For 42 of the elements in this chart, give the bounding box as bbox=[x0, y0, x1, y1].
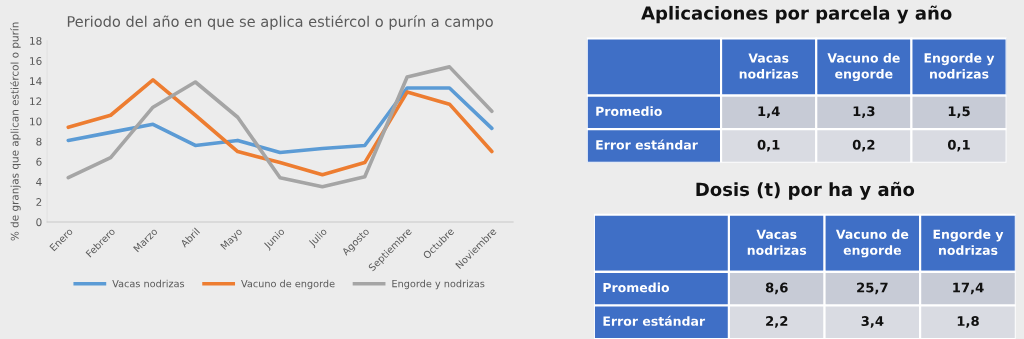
category-label: Engorde y nodrizas bbox=[933, 229, 1004, 255]
y-axis-title: % de granjas que aplican estiércol o purín bbox=[10, 22, 21, 241]
text: Aplicaciones por parcela y año bbox=[641, 5, 952, 24]
text: 1,4 bbox=[758, 106, 780, 118]
y-tick-label: 4 bbox=[36, 178, 42, 186]
text: 17,4 bbox=[953, 282, 984, 295]
y-tick-label: 6 bbox=[36, 157, 42, 166]
text: 0,1 bbox=[947, 139, 970, 152]
category-label: Engorde y nodrizas bbox=[924, 52, 995, 79]
chart-title: Periodo del año en que se aplica estiércol o purín a campo bbox=[67, 15, 493, 30]
category-label: Vacuno de engorde bbox=[835, 229, 909, 258]
category-label: Promedio bbox=[596, 106, 662, 117]
category-label: Vacas nodrizas bbox=[739, 53, 799, 79]
y-tick-label: 10 bbox=[30, 117, 42, 126]
text: 0,2 bbox=[852, 139, 875, 152]
category-label: Promedio bbox=[603, 282, 670, 293]
category-label: Error estándar bbox=[603, 315, 706, 326]
line-series bbox=[66, 65, 494, 189]
y-tick-label: 16 bbox=[30, 57, 42, 65]
line-series bbox=[66, 78, 494, 177]
legend-label: Engorde y nodrizas bbox=[392, 279, 485, 290]
category-label: Error estándar bbox=[596, 139, 698, 150]
text: Dosis (t) por ha y año bbox=[696, 181, 915, 200]
text: 1,5 bbox=[948, 106, 970, 118]
category-label: Vacas nodrizas bbox=[747, 229, 807, 255]
y-tick-label: 12 bbox=[30, 97, 42, 106]
text: 0,1 bbox=[757, 139, 780, 152]
legend-label: Vacas nodrizas bbox=[112, 279, 185, 288]
y-tick-label: 2 bbox=[36, 198, 42, 206]
legend-label: Vacuno de engorde bbox=[241, 279, 335, 290]
text: 2,2 bbox=[766, 316, 788, 328]
text: 8,6 bbox=[765, 282, 788, 295]
y-tick-label: 8 bbox=[36, 137, 42, 146]
text: 25,7 bbox=[857, 282, 888, 295]
text: 1,8 bbox=[957, 316, 979, 328]
text: 1,3 bbox=[853, 106, 875, 118]
text: 3,4 bbox=[861, 316, 884, 328]
y-tick-label: 18 bbox=[30, 36, 42, 45]
category-label: Vacuno de engorde bbox=[827, 52, 900, 82]
y-tick-label: 14 bbox=[30, 77, 42, 85]
y-tick-label: 0 bbox=[36, 218, 42, 227]
line-series bbox=[66, 86, 494, 155]
